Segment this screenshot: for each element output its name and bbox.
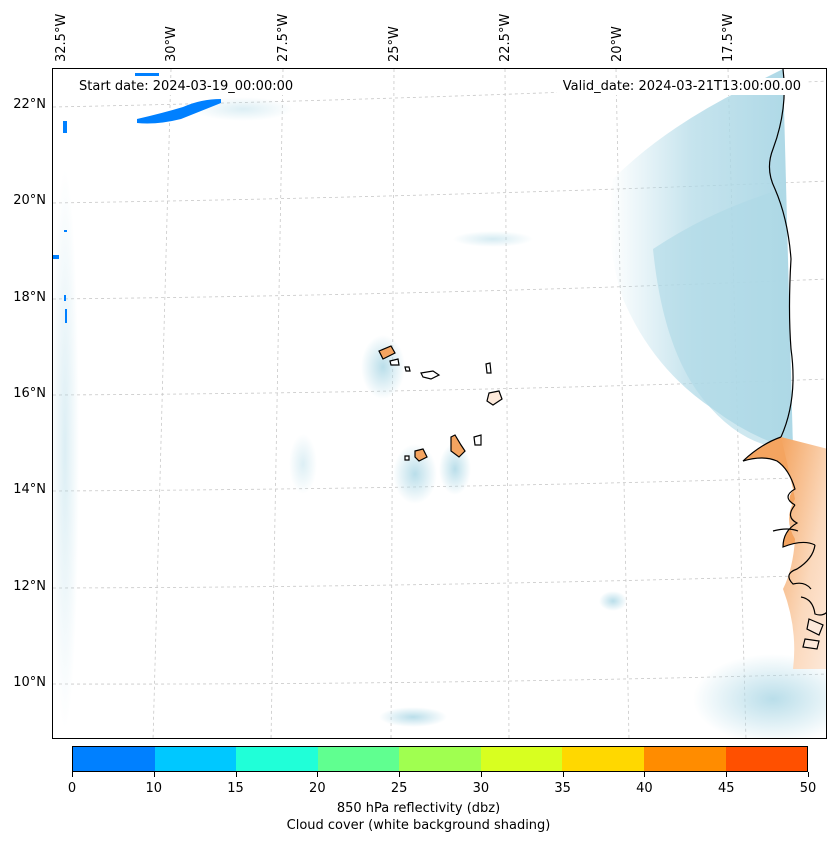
- colorbar-cell: [236, 747, 318, 771]
- colorbar-tickmark: [562, 772, 564, 777]
- brava-island: [404, 455, 410, 461]
- colorbar-cell: [154, 747, 237, 771]
- colorbar-tickmark: [153, 772, 155, 777]
- lat-label-12n: 12°N: [13, 579, 46, 594]
- colorbar-tickmark: [808, 772, 809, 777]
- lon-label-20w: 20°W: [610, 26, 625, 62]
- lon-label-22-5w: 22.5°W: [498, 13, 513, 62]
- colorbar-cell: [725, 747, 808, 771]
- lat-label-22n: 22°N: [13, 97, 46, 112]
- sal-island: [485, 362, 492, 374]
- colorbar-cell: [73, 747, 155, 771]
- colorbar-tick-label: 40: [636, 781, 653, 796]
- colorbar-cell: [317, 747, 400, 771]
- valid-date-label: Valid_date: 2024-03-21T13:00:00.00: [556, 78, 807, 95]
- cloud-cover: [53, 69, 826, 738]
- colorbar-tickmark: [644, 772, 646, 777]
- colorbar-cell: [562, 747, 644, 771]
- colorbar-tickmark: [317, 772, 319, 777]
- colorbar-cell: [399, 747, 481, 771]
- lon-label-30w: 30°W: [164, 26, 179, 62]
- colorbar-tick-label: 20: [309, 781, 326, 796]
- colorbar-cell: [480, 747, 563, 771]
- reflectivity-patches: [53, 73, 221, 323]
- colorbar-tick-label: 15: [227, 781, 244, 796]
- lon-label-25w: 25°W: [387, 26, 402, 62]
- lat-label-16n: 16°N: [13, 386, 46, 401]
- colorbar-tick-label: 35: [554, 781, 571, 796]
- boa-vista-island: [486, 390, 503, 406]
- lon-label-27-5w: 27.5°W: [276, 13, 291, 62]
- africa-landmass: [742, 69, 826, 669]
- sao-vicente-island: [389, 358, 400, 366]
- colorbar-tick-label: 0: [67, 781, 77, 796]
- lat-label-10n: 10°N: [13, 675, 46, 690]
- colorbar-label: 850 hPa reflectivity (dbz): [336, 801, 501, 816]
- santo-antao-island: [378, 345, 396, 360]
- cape-verde-islands: [378, 345, 503, 462]
- colorbar-tick-label: 45: [717, 781, 735, 796]
- lon-label-17-5w: 17.5°W: [721, 13, 736, 62]
- colorbar-tick-label: 50: [799, 781, 817, 796]
- colorbar-cell: [643, 747, 726, 771]
- santiago-island: [450, 434, 466, 458]
- maio-island: [473, 434, 482, 446]
- lat-label-14n: 14°N: [13, 482, 46, 497]
- lat-label-20n: 20°N: [13, 193, 46, 208]
- fogo-island: [414, 448, 428, 462]
- map-panel: Start date: 2024-03-19_00:00:00 Valid_da…: [52, 68, 827, 739]
- colorbar-tickmark: [72, 772, 73, 777]
- colorbar-tick-label: 30: [472, 781, 490, 796]
- map-canvas: [53, 69, 826, 738]
- colorbar-tickmark: [399, 772, 401, 777]
- colorbar: [72, 746, 808, 772]
- colorbar-tick-label: 10: [145, 781, 163, 796]
- lon-label-32-5w: 32.5°W: [54, 13, 69, 62]
- colorbar-tick-label: 25: [390, 781, 408, 796]
- sao-nicolau-island: [420, 370, 441, 380]
- santa-luzia-island: [404, 366, 411, 372]
- start-date-label: Start date: 2024-03-19_00:00:00: [73, 78, 300, 95]
- graticule: [53, 69, 826, 738]
- colorbar-tickmark: [726, 772, 728, 777]
- colorbar-sublabel: Cloud cover (white background shading): [286, 818, 551, 833]
- lat-label-18n: 18°N: [13, 290, 46, 305]
- colorbar-tickmark: [235, 772, 237, 777]
- colorbar-tickmark: [480, 772, 482, 777]
